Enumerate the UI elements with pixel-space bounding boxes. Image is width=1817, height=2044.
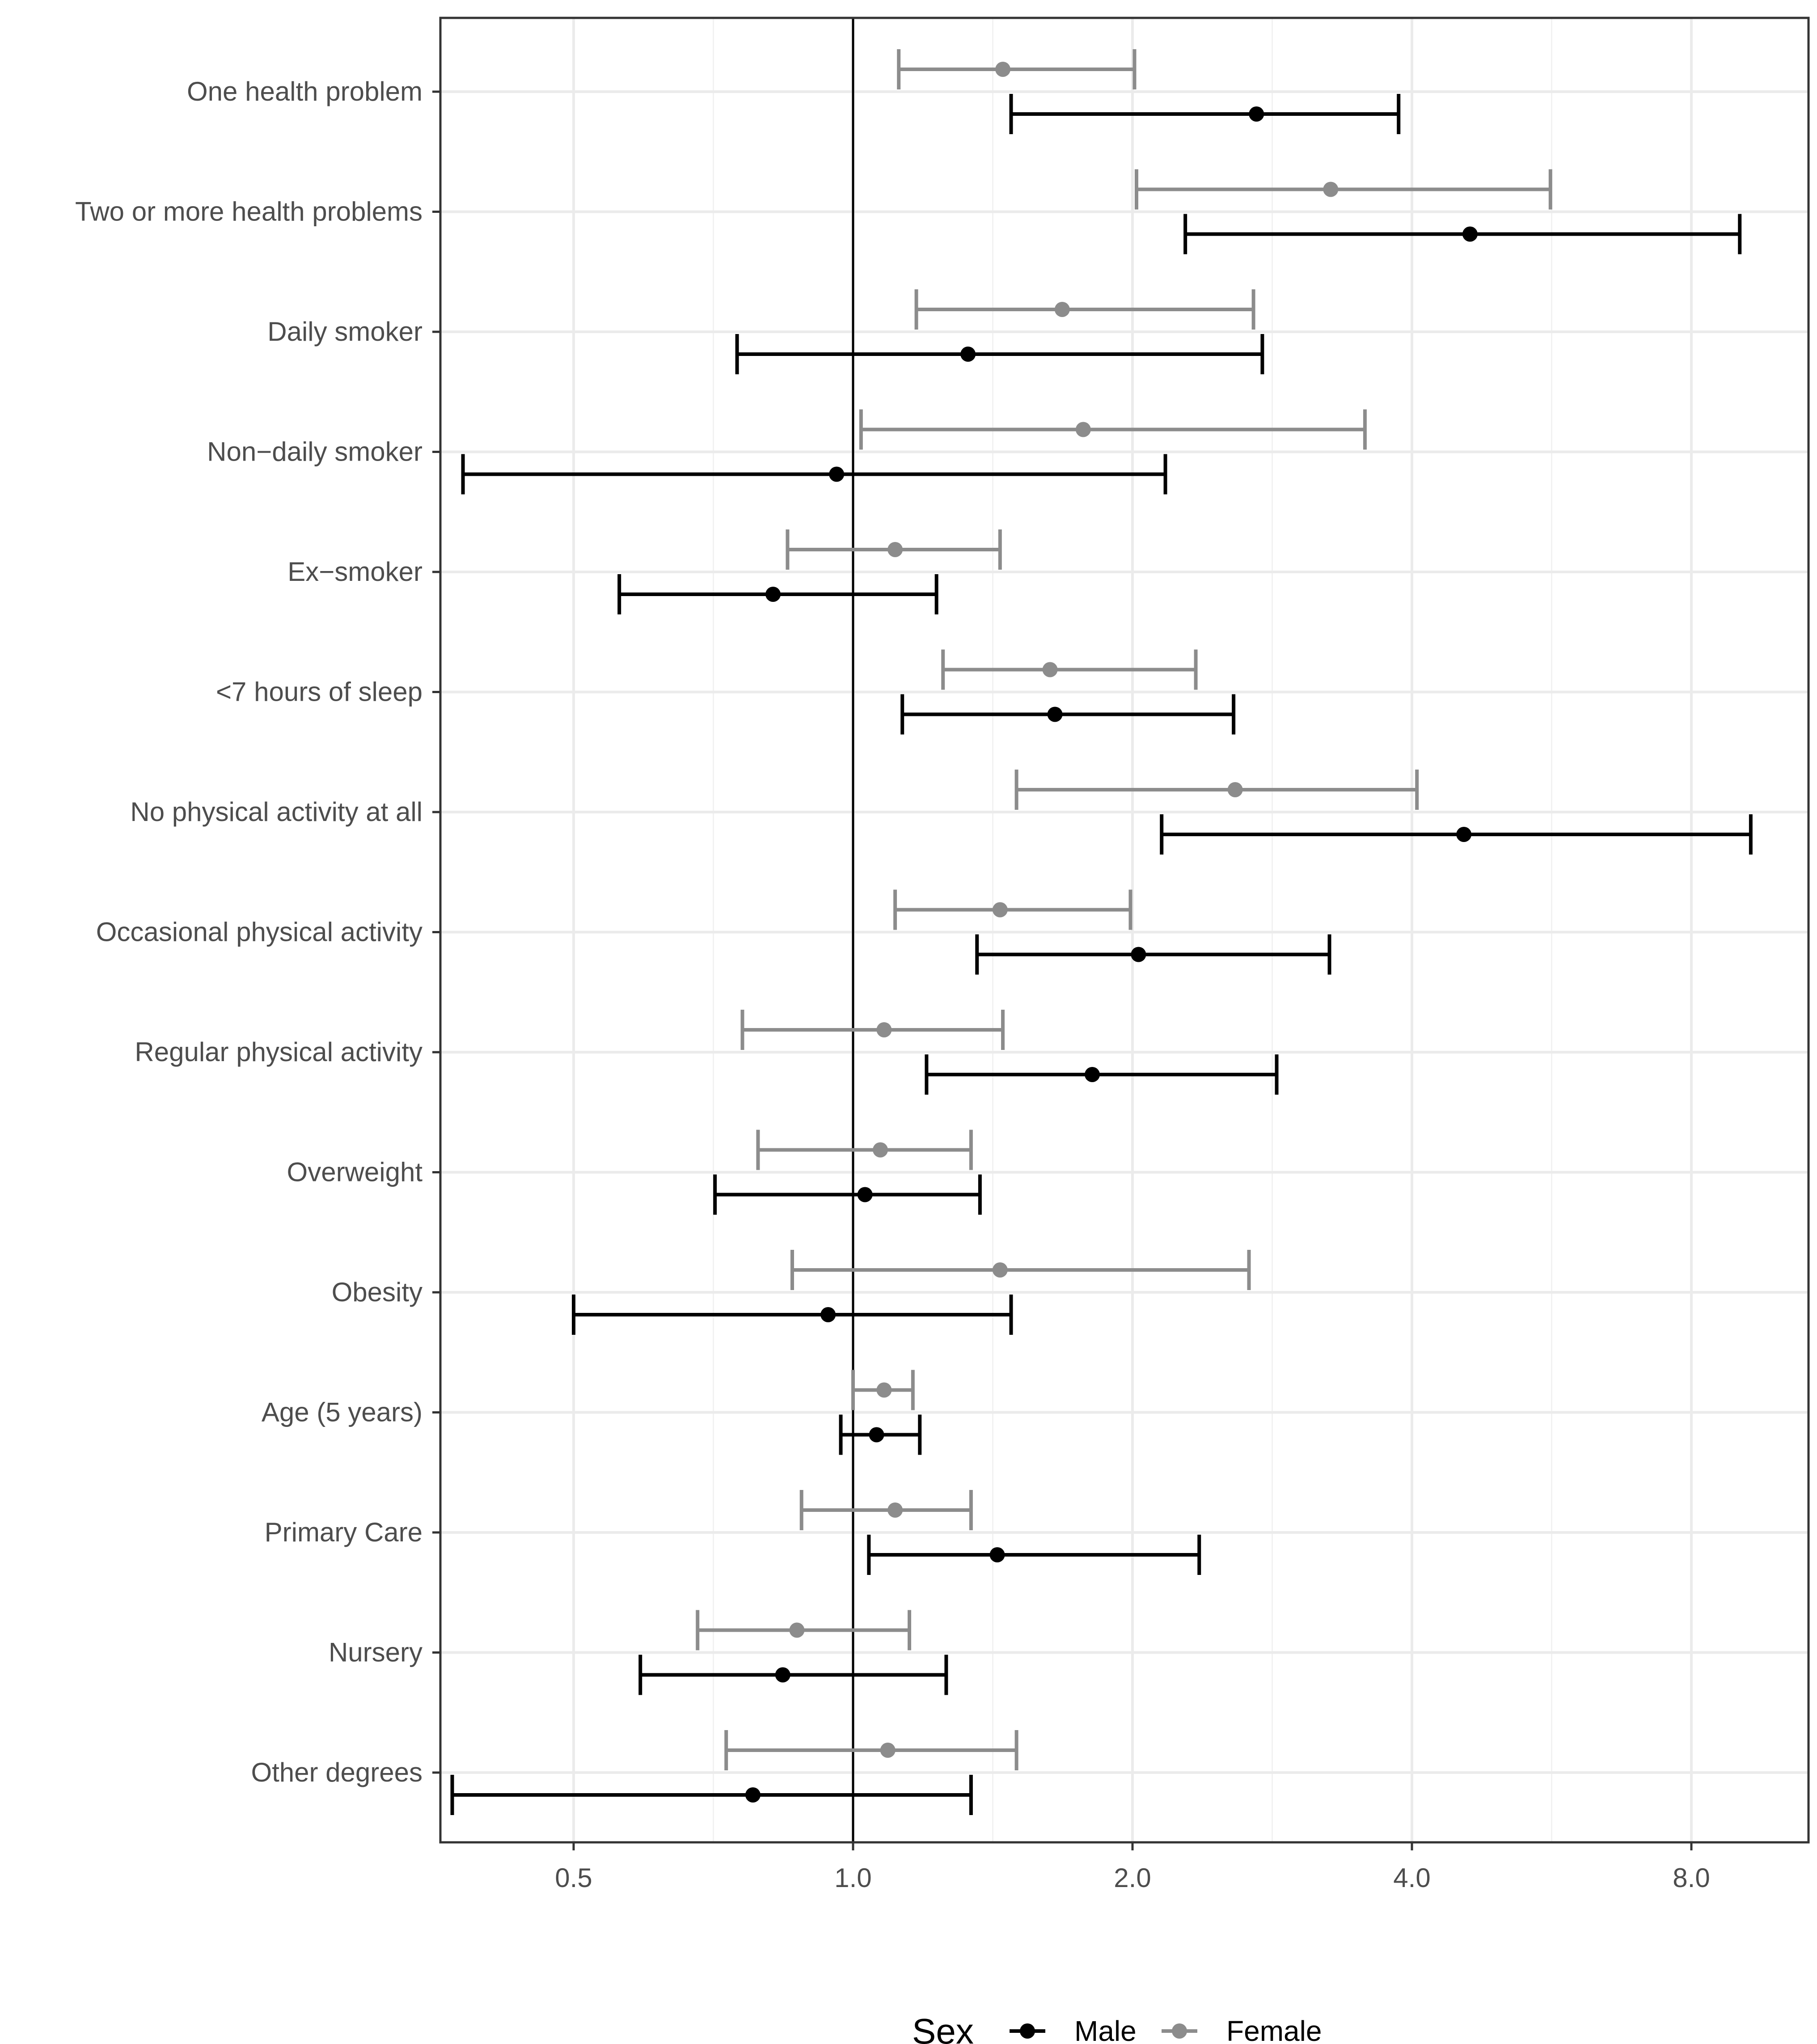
female-point: [789, 1622, 805, 1638]
legend-key-female-point: [1172, 2023, 1187, 2039]
male-point: [1047, 707, 1063, 722]
category-label: Occasional physical activity: [96, 917, 423, 947]
male-point: [960, 347, 976, 362]
category-label: <7 hours of sleep: [216, 677, 423, 707]
x-tick-label: 4.0: [1393, 1863, 1430, 1893]
female-point: [880, 1743, 896, 1758]
female-point: [992, 902, 1008, 918]
category-label: Two or more health problems: [75, 197, 423, 227]
axes: One health problem Two or more health pro…: [75, 76, 1710, 1893]
male-point: [1131, 947, 1146, 962]
male-point: [1249, 106, 1264, 122]
male-point: [829, 466, 845, 482]
panel-border: [439, 17, 1810, 1844]
female-point: [887, 542, 903, 557]
category-label: Obesity: [332, 1277, 423, 1307]
male-point: [745, 1787, 761, 1803]
male-point: [1084, 1067, 1100, 1082]
male-point: [775, 1667, 790, 1683]
male-point: [1456, 827, 1472, 842]
female-point: [995, 62, 1011, 77]
category-label: Age (5 years): [262, 1397, 423, 1427]
category-label: No physical activity at all: [130, 797, 423, 827]
legend-title: Sex: [912, 2011, 974, 2044]
legend-label-female: Female: [1226, 2015, 1322, 2044]
male-point: [989, 1547, 1005, 1562]
category-label: Daily smoker: [267, 317, 423, 347]
category-label: Overweight: [287, 1157, 423, 1187]
female-point: [887, 1502, 903, 1518]
category-label: Regular physical activity: [135, 1037, 423, 1067]
legend-key-male-point: [1020, 2023, 1035, 2039]
x-tick-label: 2.0: [1114, 1863, 1151, 1893]
category-label: Ex−smoker: [287, 557, 423, 587]
female-point: [876, 1382, 892, 1398]
category-label: Non−daily smoker: [207, 437, 423, 467]
x-tick-label: 0.5: [555, 1863, 592, 1893]
male-point: [869, 1427, 884, 1443]
legend-label-male: Male: [1074, 2015, 1137, 2044]
female-point: [876, 1022, 892, 1037]
panel-background: [440, 18, 1809, 1842]
female-point: [1075, 422, 1091, 437]
x-tick-label: 8.0: [1673, 1863, 1710, 1893]
male-point: [765, 587, 781, 602]
male-point: [1462, 226, 1478, 242]
female-point: [1227, 782, 1243, 797]
male-point: [857, 1187, 873, 1202]
male-point: [820, 1307, 836, 1322]
category-label: Primary Care: [265, 1517, 423, 1547]
series-group: [450, 49, 1753, 1815]
female-point: [1054, 302, 1070, 317]
category-label: One health problem: [187, 76, 423, 106]
female-point: [992, 1262, 1008, 1278]
female-point: [1323, 182, 1339, 197]
category-label: Other degrees: [251, 1757, 423, 1787]
x-tick-label: 1.0: [834, 1863, 871, 1893]
female-point: [873, 1142, 888, 1158]
female-point: [1042, 662, 1058, 677]
category-label: Nursery: [329, 1638, 423, 1667]
legend: Sex Male Female: [912, 2011, 1322, 2044]
